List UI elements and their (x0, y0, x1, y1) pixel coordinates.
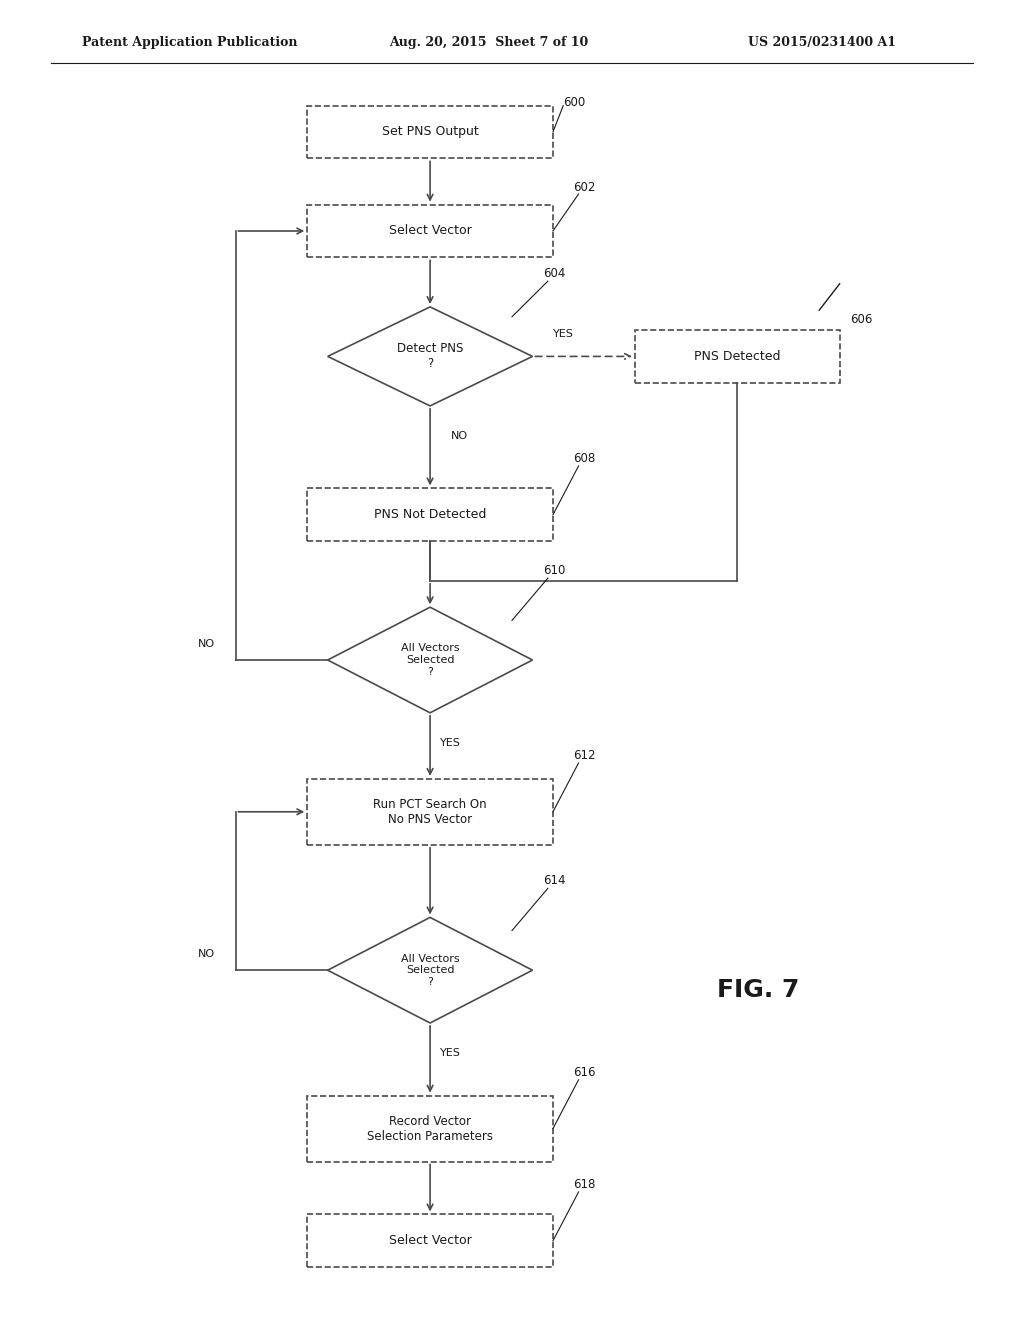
Text: Aug. 20, 2015  Sheet 7 of 10: Aug. 20, 2015 Sheet 7 of 10 (389, 36, 589, 49)
FancyBboxPatch shape (635, 330, 840, 383)
Text: Detect PNS
?: Detect PNS ? (397, 342, 463, 371)
FancyBboxPatch shape (307, 106, 553, 158)
Text: All Vectors
Selected
?: All Vectors Selected ? (400, 953, 460, 987)
Text: 610: 610 (543, 564, 565, 577)
FancyBboxPatch shape (307, 1096, 553, 1162)
Text: PNS Not Detected: PNS Not Detected (374, 508, 486, 521)
Text: PNS Detected: PNS Detected (694, 350, 780, 363)
Text: 614: 614 (543, 874, 565, 887)
Text: 612: 612 (573, 748, 596, 762)
Text: Select Vector: Select Vector (389, 1234, 471, 1247)
Text: 618: 618 (573, 1177, 596, 1191)
Text: All Vectors
Selected
?: All Vectors Selected ? (400, 643, 460, 677)
Text: 600: 600 (563, 95, 586, 108)
Text: 606: 606 (850, 313, 872, 326)
Text: YES: YES (553, 329, 573, 339)
Text: 604: 604 (543, 267, 565, 280)
Text: FIG. 7: FIG. 7 (717, 978, 799, 1002)
Text: 616: 616 (573, 1065, 596, 1078)
Text: YES: YES (440, 738, 461, 748)
Text: US 2015/0231400 A1: US 2015/0231400 A1 (748, 36, 896, 49)
Text: NO: NO (451, 430, 468, 441)
Text: Set PNS Output: Set PNS Output (382, 125, 478, 139)
Text: Run PCT Search On
No PNS Vector: Run PCT Search On No PNS Vector (374, 797, 486, 826)
Text: Record Vector
Selection Parameters: Record Vector Selection Parameters (367, 1114, 494, 1143)
FancyBboxPatch shape (307, 488, 553, 541)
Text: NO: NO (198, 949, 215, 960)
FancyBboxPatch shape (307, 779, 553, 845)
Text: 602: 602 (573, 181, 596, 194)
Text: NO: NO (198, 639, 215, 649)
Text: Select Vector: Select Vector (389, 224, 471, 238)
Text: YES: YES (440, 1048, 461, 1059)
Text: 608: 608 (573, 451, 596, 465)
FancyBboxPatch shape (307, 1214, 553, 1267)
Text: Patent Application Publication: Patent Application Publication (82, 36, 297, 49)
FancyBboxPatch shape (307, 205, 553, 257)
